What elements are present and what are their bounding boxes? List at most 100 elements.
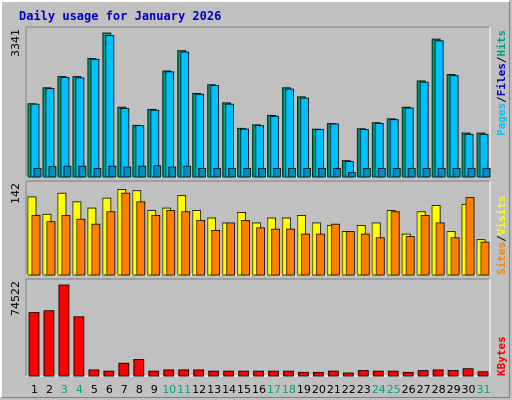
- sites-bar-30: [465, 197, 475, 276]
- files-bar-3: [60, 77, 70, 178]
- files-bar-29: [449, 75, 459, 178]
- day-label-15: 15: [237, 383, 251, 396]
- kbytes-bar-21: [327, 370, 339, 377]
- day-label-17: 17: [267, 383, 281, 396]
- pages-bar-13-face: [213, 167, 222, 178]
- pages-bar-1-face: [33, 167, 42, 178]
- pages-bar-31: [482, 167, 491, 178]
- sites-bar-19-face: [301, 233, 310, 276]
- pages-bar-11-face: [183, 165, 192, 178]
- kbytes-bar-6-face: [103, 370, 115, 377]
- files-bar-4: [75, 77, 85, 178]
- sites-bar-16-face: [256, 227, 265, 276]
- pages-bar-25: [392, 167, 401, 178]
- kbytes-bar-5-face: [88, 369, 100, 377]
- pages-bar-10: [168, 166, 177, 178]
- sites-bar-12-face: [196, 220, 206, 276]
- sites-bar-23-face: [360, 233, 370, 276]
- sites-bar-1-face: [31, 215, 41, 276]
- files-bar-12: [195, 93, 205, 178]
- sites-bar-21: [330, 223, 340, 276]
- pages-bar-14-face: [228, 167, 236, 178]
- plot-area-2: [26, 279, 490, 376]
- sites-bar-4-face: [76, 218, 86, 276]
- day-label-6: 6: [106, 383, 113, 396]
- chart-title: Daily usage for January 2026: [19, 9, 222, 23]
- sites-bar-31: [480, 241, 490, 276]
- day-label-30: 30: [462, 383, 476, 396]
- day-label-3: 3: [61, 383, 68, 396]
- kbytes-bar-6: [103, 370, 115, 377]
- day-label-10: 10: [162, 383, 176, 396]
- kbytes-bar-16: [253, 370, 264, 377]
- kbytes-bar-11: [178, 369, 190, 377]
- kbytes-bar-28: [432, 369, 444, 377]
- legend-middle-part-0: Sites: [495, 242, 508, 275]
- day-label-24: 24: [372, 383, 386, 396]
- pages-bar-28: [437, 167, 446, 178]
- day-label-21: 21: [327, 383, 341, 396]
- legend-bottom: KBytes: [495, 336, 508, 376]
- kbytes-bar-7: [118, 362, 130, 377]
- day-label-31: 31: [477, 383, 491, 396]
- sites-bar-18-face: [286, 228, 295, 276]
- files-bar-11: [180, 51, 190, 178]
- sites-bar-24: [375, 237, 385, 276]
- files-bar-19-face: [300, 97, 309, 178]
- pages-bar-4: [78, 165, 87, 178]
- sites-bar-26: [405, 236, 415, 276]
- sites-bar-8: [136, 201, 146, 276]
- sites-bar-28: [435, 222, 445, 276]
- sites-bar-15-face: [241, 220, 250, 276]
- day-label-23: 23: [357, 383, 371, 396]
- legend-top-part-1: /: [495, 96, 508, 103]
- files-bar-17: [270, 115, 279, 178]
- pages-bar-11: [183, 165, 192, 178]
- files-bar-12-face: [195, 93, 205, 178]
- kbytes-bar-25-face: [387, 370, 399, 377]
- kbytes-bar-5: [88, 369, 100, 377]
- day-label-19: 19: [297, 383, 311, 396]
- kbytes-bar-10: [163, 369, 175, 377]
- pages-bar-13: [213, 167, 222, 178]
- files-bar-14: [225, 103, 234, 178]
- sites-bar-14-face: [226, 222, 235, 276]
- pages-bar-19-face: [303, 167, 311, 178]
- pages-bar-22-face: [347, 172, 356, 178]
- pages-bar-29: [452, 167, 461, 178]
- legend-bottom-part-0: KBytes: [495, 336, 508, 376]
- sites-bar-31-face: [480, 241, 490, 276]
- pages-bar-20-face: [317, 167, 326, 178]
- pages-bar-15: [243, 167, 251, 178]
- sites-bar-22-face: [345, 231, 355, 276]
- files-bar-1: [30, 103, 40, 178]
- ymax-label-kbytes: 74522: [9, 281, 22, 316]
- sites-bar-9: [151, 215, 161, 276]
- kbytes-bar-26-face: [402, 371, 414, 377]
- kbytes-bar-13: [208, 370, 220, 377]
- kbytes-bar-12-face: [193, 369, 205, 377]
- sites-bar-30-face: [465, 197, 475, 276]
- kbytes-bar-10-face: [163, 369, 175, 377]
- kbytes-bar-11-face: [178, 369, 190, 377]
- pages-bar-24-face: [377, 167, 386, 178]
- files-bar-10: [165, 71, 175, 178]
- day-label-4: 4: [76, 383, 83, 396]
- sites-bar-21-face: [330, 223, 340, 276]
- kbytes-bar-21-face: [327, 370, 339, 377]
- sites-bar-11-face: [181, 211, 191, 276]
- files-bar-18-face: [285, 88, 294, 178]
- pages-bar-20: [317, 167, 326, 178]
- legend-middle-part-2: Visits: [495, 196, 508, 236]
- pages-bar-14: [228, 167, 236, 178]
- kbytes-bar-27: [417, 370, 429, 377]
- sites-bar-19: [301, 233, 310, 276]
- files-bar-11-face: [180, 51, 190, 178]
- kbytes-bar-24: [372, 370, 384, 377]
- kbytes-bar-22: [342, 372, 354, 377]
- pages-bar-6-face: [108, 165, 117, 178]
- day-label-13: 13: [207, 383, 221, 396]
- pages-bar-9-face: [153, 165, 162, 178]
- kbytes-bar-9-face: [148, 370, 160, 377]
